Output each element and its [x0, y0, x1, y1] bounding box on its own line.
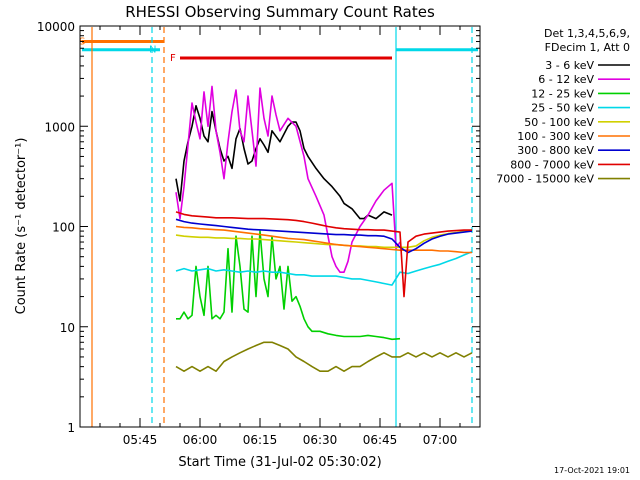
- series-line: [175, 229, 473, 249]
- series-line: [175, 218, 473, 254]
- vertical-markers: [91, 27, 473, 427]
- y-axis-label: Count Rate (s⁻¹ detector⁻¹): [14, 138, 29, 315]
- plot-frame: [79, 25, 481, 428]
- series-line: [176, 230, 401, 341]
- x-axis: 05:45 06:00 06:15 06:30 06:45 07:00: [99, 26, 461, 447]
- legend-label: 7000 - 15000 keV: [496, 173, 594, 186]
- flag-bar-label: F: [170, 53, 176, 64]
- x-tick-label: 07:00: [423, 433, 458, 447]
- x-tick-label: 06:00: [183, 433, 218, 447]
- y-tick-label: 1: [67, 421, 75, 435]
- series-line: [175, 341, 473, 373]
- series-line: [175, 225, 472, 254]
- legend-label: 6 - 12 keV: [538, 73, 594, 86]
- legend-label: 12 - 25 keV: [531, 87, 594, 100]
- y-tick-label: 10000: [37, 20, 75, 34]
- series-line: [175, 85, 401, 274]
- x-tick-label: 06:45: [363, 433, 398, 447]
- flag-bars: SNF: [79, 37, 478, 64]
- x-axis-label: Start Time (31-Jul-02 05:30:02): [178, 455, 381, 470]
- y-axis: 1 10 100 1000 10000: [37, 20, 480, 435]
- x-tick-label: 05:45: [123, 433, 158, 447]
- legend: Det 1,3,4,5,6,9,FDecim 1, Att 0 3 - 6 keV…: [496, 27, 630, 186]
- legend-label: 800 - 7000 keV: [510, 158, 594, 171]
- legend-label: 3 - 6 keV: [545, 59, 594, 72]
- legend-label: 50 - 100 keV: [524, 116, 594, 129]
- y-tick-label: 1000: [44, 120, 75, 134]
- legend-label: 100 - 300 keV: [517, 130, 594, 143]
- series-line: [175, 211, 472, 298]
- legend-label: 300 - 800 keV: [517, 144, 594, 157]
- series-line: [175, 105, 393, 220]
- chart-title: RHESSI Observing Summary Count Rates: [125, 3, 435, 21]
- legend-header: Det 1,3,4,5,6,9,: [544, 27, 630, 40]
- series-lines: [175, 85, 473, 373]
- legend-header: FDecim 1, Att 0: [545, 41, 630, 54]
- series-line: [175, 250, 473, 286]
- legend-label: 25 - 50 keV: [531, 102, 594, 115]
- flag-bar-label: N: [149, 45, 156, 56]
- x-tick-label: 06:15: [243, 433, 278, 447]
- x-tick-label: 06:30: [303, 433, 338, 447]
- timestamp: 17-Oct-2021 19:01: [554, 466, 630, 475]
- y-tick-label: 10: [60, 321, 75, 335]
- y-tick-label: 100: [52, 221, 75, 235]
